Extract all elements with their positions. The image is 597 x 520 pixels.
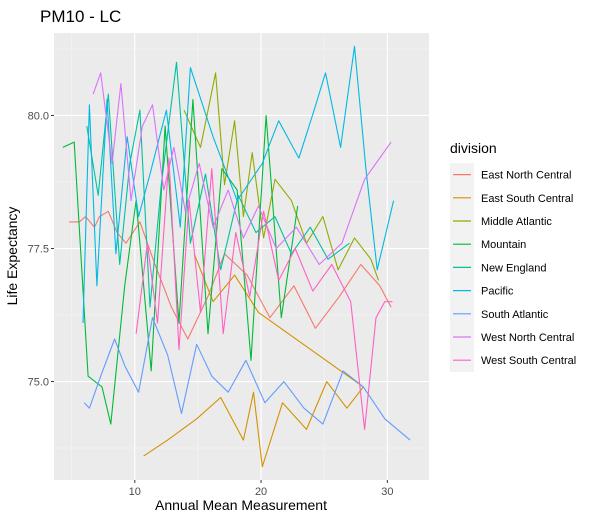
- legend-label-new-england: New England: [481, 262, 546, 274]
- x-axis-ticks: 10 20 30: [129, 480, 393, 498]
- x-tick-label: 10: [129, 486, 141, 498]
- chart-title: PM10 - LC: [40, 7, 121, 26]
- series-line-new-england: [86, 61, 350, 308]
- legend-items: East North Central East South Central Midd…: [450, 163, 576, 372]
- legend-label-west-south-central: West South Central: [481, 355, 576, 367]
- series-layer: [62, 45, 411, 468]
- series-line-pacific: [82, 45, 395, 324]
- legend: division East North Central East South Ce…: [450, 140, 576, 372]
- series-line-west-north-central: [92, 72, 392, 266]
- series-line-west-south-central: [135, 157, 393, 430]
- legend-label-west-north-central: West North Central: [481, 332, 574, 344]
- series-line-south-atlantic: [83, 317, 411, 441]
- series-line-east-north-central: [69, 210, 392, 340]
- y-tick-label: 75.0: [28, 377, 49, 389]
- legend-label-middle-atlantic: Middle Atlantic: [481, 216, 552, 228]
- series-line-east-south-central: [143, 253, 364, 468]
- legend-label-pacific: Pacific: [481, 286, 514, 298]
- legend-label-south-atlantic: South Atlantic: [481, 309, 549, 321]
- y-axis-title: Life Expectancy: [4, 207, 20, 306]
- legend-label-east-south-central: East South Central: [481, 193, 573, 205]
- grid-minor: [54, 33, 429, 480]
- y-tick-label: 77.5: [28, 244, 49, 256]
- legend-label-east-north-central: East North Central: [481, 170, 571, 182]
- legend-title: division: [450, 140, 497, 156]
- grid-major: [54, 33, 429, 480]
- legend-label-mountain: Mountain: [481, 239, 526, 251]
- series-line-middle-atlantic: [183, 72, 380, 281]
- x-tick-label: 20: [255, 486, 267, 498]
- x-axis-title: Annual Mean Measurement: [155, 497, 327, 513]
- y-axis-ticks: 75.0 77.5 80.0: [28, 110, 54, 389]
- y-tick-label: 80.0: [28, 110, 49, 122]
- x-tick-label: 30: [381, 486, 393, 498]
